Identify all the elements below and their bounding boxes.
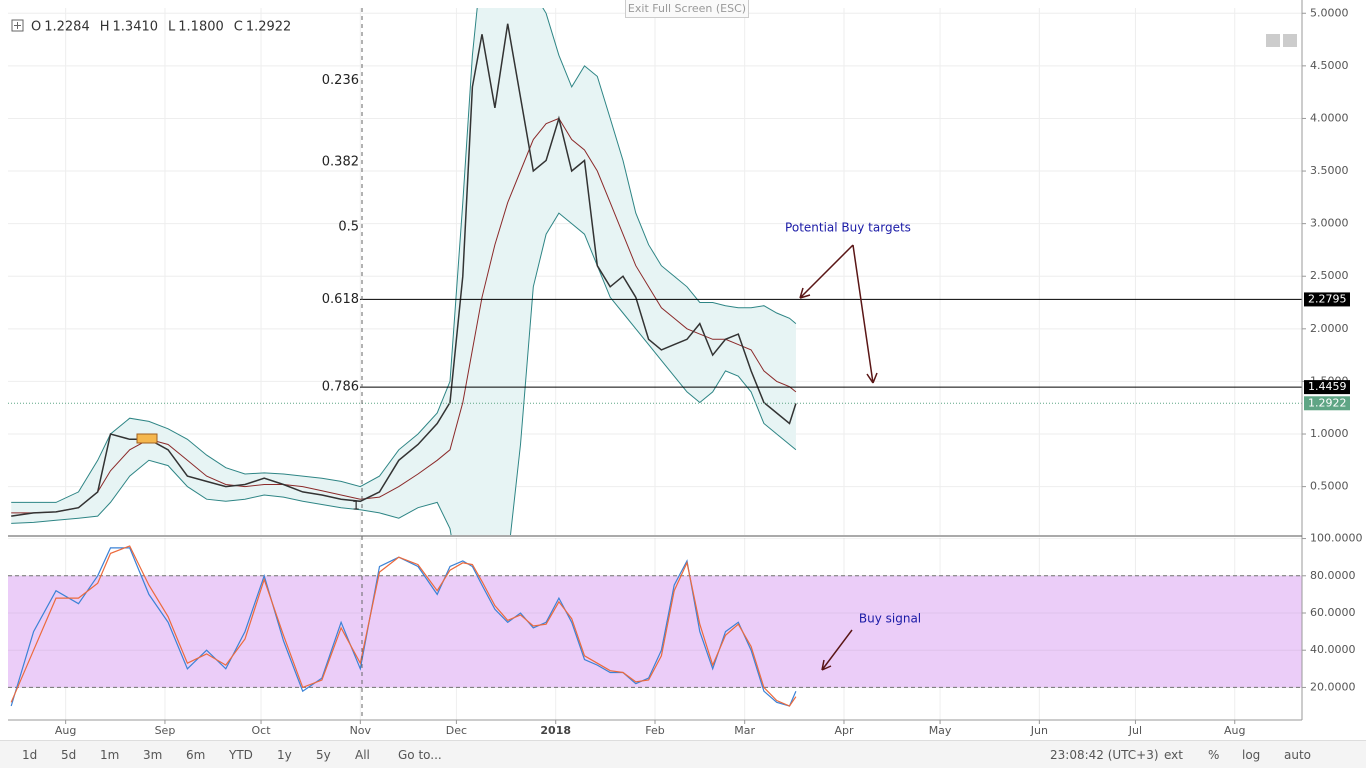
range-button[interactable]: 5d	[61, 748, 77, 762]
ohlc-value: 1.1800	[178, 20, 224, 35]
range-button[interactable]: All	[355, 748, 370, 762]
y-tick-label: 3.0000	[1310, 217, 1349, 230]
clock: 23:08:42 (UTC+3)	[1050, 748, 1159, 762]
ohlc-value: 1.2922	[246, 20, 292, 35]
y-tick-label: 60.0000	[1310, 606, 1356, 619]
toolbar: 1d 5d 1m 3m 6m YTD 1y 5y All Go to... 23:08:42 (UT…	[0, 740, 1366, 768]
fib-label: 0.5	[338, 219, 359, 234]
y-tick-label: 4.0000	[1310, 111, 1349, 124]
lower-band	[11, 212, 797, 535]
chart: Aug Sep Oct Nov Dec 2018 Feb Mar Apr May Jun Jul Aug…	[8, 0, 1363, 737]
price-tag-label: 1.4459	[1308, 380, 1347, 393]
price-line	[11, 23, 797, 517]
arrow	[799, 244, 854, 299]
x-tick-label: Mar	[734, 724, 755, 737]
range-button[interactable]: 1y	[277, 748, 292, 762]
x-tick-label: Oct	[252, 724, 272, 737]
arrow	[821, 629, 853, 671]
band-fill	[11, 8, 796, 535]
stoch-pane	[8, 538, 1302, 720]
y-tick-label: 2.5000	[1310, 269, 1349, 282]
annotation: 1	[352, 499, 360, 513]
annotation: Potential Buy targets	[785, 221, 911, 235]
x-tick-label: Nov	[350, 724, 372, 737]
y-tick-label: 40.0000	[1310, 643, 1356, 656]
option-button[interactable]: ext	[1164, 748, 1183, 762]
range-button[interactable]: 3m	[143, 748, 163, 762]
y-tick-label: 0.5000	[1310, 480, 1349, 493]
goto-button[interactable]: Go to...	[398, 748, 442, 762]
x-tick-label: Sep	[155, 724, 176, 737]
x-tick-label: Jul	[1128, 724, 1142, 737]
stoch-band	[8, 575, 1302, 688]
x-tick-label: Apr	[834, 724, 854, 737]
y-tick-label: 100.0000	[1310, 532, 1363, 545]
range-button[interactable]: 6m	[186, 748, 206, 762]
price-tag	[1304, 380, 1350, 395]
scroll-icon[interactable]	[1266, 34, 1280, 47]
scroll-icon[interactable]	[1283, 34, 1297, 47]
range-button[interactable]: 1m	[100, 748, 120, 762]
y-tick-label: 5.0000	[1310, 6, 1349, 19]
fib-label: 0.382	[322, 155, 359, 170]
ohlc-label: H	[100, 20, 110, 35]
ohlc-label: L	[168, 20, 176, 35]
x-tick-label: Aug	[1224, 724, 1245, 737]
price-pane	[8, 8, 1302, 535]
y-tick-label: 20.0000	[1310, 680, 1356, 693]
arrows	[799, 244, 878, 671]
annotation: Buy signal	[859, 612, 921, 626]
event-marker[interactable]	[136, 433, 158, 444]
x-tick-label: Jun	[1030, 724, 1048, 737]
collapse-icon-plus	[14, 22, 21, 29]
range-button[interactable]: YTD	[229, 748, 253, 762]
y-tick-label: 4.5000	[1310, 59, 1349, 72]
option-button[interactable]: auto	[1284, 748, 1312, 762]
fib-label: 0.618	[322, 292, 359, 307]
x-tick-label: Feb	[645, 724, 664, 737]
exit-fullscreen-button[interactable]: Exit Full Screen (ESC)	[625, 0, 749, 18]
y-tick-label: 3.5000	[1310, 164, 1349, 177]
axes: Aug Sep Oct Nov Dec 2018 Feb Mar Apr May Jun Jul Aug…	[8, 6, 1363, 737]
y-tick-label: 2.0000	[1310, 322, 1349, 335]
y-tick-label: 80.0000	[1310, 569, 1356, 582]
price-tag-label: 2.2795	[1308, 292, 1347, 305]
option-button[interactable]: log	[1242, 748, 1261, 762]
x-tick-label: May	[929, 724, 952, 737]
arrow	[852, 244, 878, 384]
range-button[interactable]: 5y	[316, 748, 331, 762]
range-button[interactable]: 1d	[22, 748, 38, 762]
fib-label: 0.236	[322, 73, 359, 88]
x-tick-label: Aug	[55, 724, 76, 737]
price-tag	[1304, 396, 1350, 411]
y-tick-label: 1.0000	[1310, 427, 1349, 440]
ohlc-label: O	[31, 20, 41, 35]
x-tick-label: 2018	[540, 724, 571, 737]
option-button[interactable]: %	[1208, 748, 1220, 762]
stoch-line	[10, 545, 797, 707]
price-tag	[1304, 292, 1350, 307]
ohlc-label: C	[234, 20, 243, 35]
ohlc-value: 1.2284	[44, 20, 90, 35]
ohlc-value: 1.3410	[113, 20, 159, 35]
collapse-icon[interactable]	[11, 19, 24, 32]
ohlc-legend: O 1.2284 H 1.3410 L 1.1800 C 1.2922	[31, 20, 291, 35]
price-tag-label: 1.2922	[1308, 396, 1347, 409]
fib-label: 0.786	[322, 380, 359, 395]
x-tick-label: Dec	[446, 724, 467, 737]
upper-band	[11, 8, 797, 503]
